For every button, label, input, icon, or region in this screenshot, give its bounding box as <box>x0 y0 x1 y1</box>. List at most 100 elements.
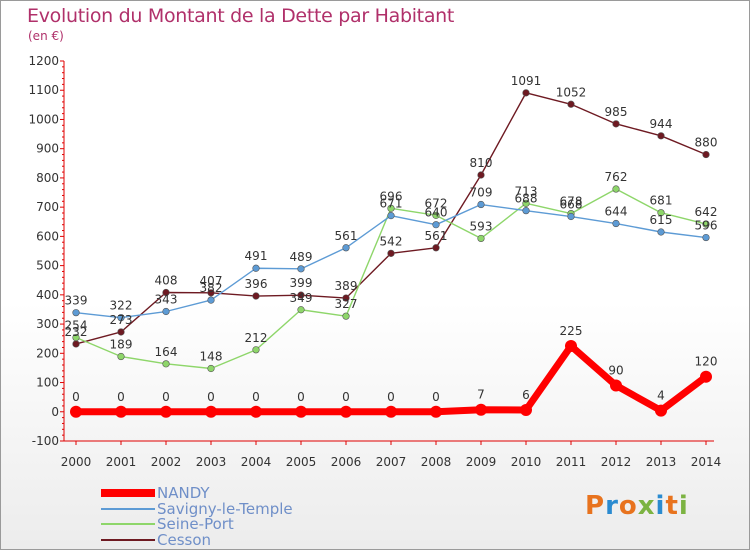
data-label-savigny-le-temple: 339 <box>65 294 88 308</box>
data-point-nandy <box>70 405 82 418</box>
data-label-cesson: 396 <box>245 277 268 291</box>
y-tick-label: 1100 <box>28 83 59 97</box>
data-label-savigny-le-temple: 709 <box>470 186 493 200</box>
data-label-savigny-le-temple: 668 <box>560 198 583 212</box>
data-point-nandy <box>385 405 397 418</box>
legend-label-savigny-le-temple: Savigny-le-Temple <box>157 499 293 518</box>
data-label-seine-port: 164 <box>155 345 178 359</box>
data-point-cesson <box>567 100 575 108</box>
legend-item-seine-port: Seine-Port <box>101 515 234 533</box>
data-label-seine-port: 696 <box>380 189 403 203</box>
data-point-savigny-le-temple <box>162 307 170 316</box>
logo-letter: r <box>605 491 619 521</box>
data-label-seine-port: 672 <box>425 196 448 210</box>
data-point-cesson <box>72 340 80 348</box>
y-tick-label: 900 <box>36 142 59 156</box>
data-point-cesson <box>612 120 620 128</box>
x-tick-label: 2002 <box>151 455 182 469</box>
logo-letter: i <box>655 491 666 521</box>
x-tick-label: 2007 <box>376 455 407 469</box>
data-label-savigny-le-temple: 671 <box>380 197 403 211</box>
logo-letter: t <box>665 491 679 521</box>
data-label-savigny-le-temple: 644 <box>605 205 628 219</box>
x-tick-label: 2006 <box>331 455 362 469</box>
data-label-cesson: 944 <box>650 117 673 131</box>
data-point-nandy <box>250 405 262 418</box>
data-point-nandy <box>565 340 577 352</box>
data-point-nandy <box>160 405 172 418</box>
data-point-nandy <box>295 405 307 418</box>
y-tick-label: 100 <box>36 376 59 390</box>
data-point-seine-port <box>657 209 665 217</box>
data-point-seine-port <box>252 346 260 354</box>
data-point-cesson <box>117 328 125 336</box>
data-label-savigny-le-temple: 491 <box>245 249 268 263</box>
data-point-cesson <box>252 292 260 300</box>
legend-label-nandy: NANDY <box>157 484 210 502</box>
data-point-nandy <box>115 405 127 418</box>
data-label-cesson: 407 <box>200 274 223 288</box>
data-label-nandy: 0 <box>162 390 170 404</box>
y-tick-label: 200 <box>36 346 59 360</box>
logo-letter: i <box>678 491 689 521</box>
data-point-savigny-le-temple <box>702 233 710 242</box>
data-point-nandy <box>340 405 352 418</box>
proxiti-logo: Proxiti <box>585 491 689 521</box>
data-label-nandy: 0 <box>297 390 305 404</box>
data-label-nandy: 0 <box>72 390 80 404</box>
legend-item-cesson: Cesson <box>101 531 211 549</box>
x-tick-label: 2009 <box>466 455 497 469</box>
data-label-savigny-le-temple: 561 <box>335 229 358 243</box>
x-tick-label: 2012 <box>601 455 632 469</box>
data-label-seine-port: 681 <box>650 194 673 208</box>
data-label-cesson: 880 <box>695 136 718 150</box>
data-point-seine-port <box>342 312 350 320</box>
data-label-cesson: 542 <box>380 234 403 248</box>
data-point-nandy <box>475 403 487 416</box>
x-tick-label: 2004 <box>241 455 272 469</box>
data-label-nandy: 7 <box>477 388 485 402</box>
data-label-seine-port: 713 <box>515 184 538 198</box>
data-label-savigny-le-temple: 688 <box>515 192 538 206</box>
y-tick-label: 400 <box>36 288 59 302</box>
legend-item-nandy: NANDY <box>101 484 210 502</box>
x-tick-label: 2005 <box>286 455 317 469</box>
data-point-savigny-le-temple <box>297 265 305 273</box>
data-point-seine-port <box>522 199 530 207</box>
data-point-savigny-le-temple <box>657 228 665 236</box>
data-point-savigny-le-temple <box>477 200 485 209</box>
data-point-seine-port <box>432 211 440 219</box>
data-point-seine-port <box>117 352 125 361</box>
y-tick-label: 800 <box>36 171 59 185</box>
x-tick-label: 2003 <box>196 455 227 469</box>
data-point-seine-port <box>477 234 485 243</box>
data-point-savigny-le-temple <box>522 207 530 215</box>
data-label-cesson: 1091 <box>511 74 542 88</box>
data-point-nandy <box>655 404 667 417</box>
y-tick-label: -100 <box>32 434 59 448</box>
data-point-savigny-le-temple <box>117 314 125 322</box>
data-label-nandy: 6 <box>522 388 530 402</box>
data-label-nandy: 0 <box>117 390 125 404</box>
axes: -100010020030040050060070080090010001100… <box>28 54 721 469</box>
data-label-cesson: 985 <box>605 105 628 119</box>
data-point-nandy <box>700 370 712 383</box>
data-label-nandy: 120 <box>695 355 718 369</box>
legend-swatch-cesson <box>101 538 155 541</box>
data-label-seine-port: 148 <box>200 350 223 364</box>
data-point-nandy <box>205 405 217 418</box>
data-label-savigny-le-temple: 489 <box>290 250 313 264</box>
data-point-savigny-le-temple <box>342 244 350 252</box>
y-tick-label: 0 <box>51 405 59 419</box>
data-point-cesson <box>432 244 440 252</box>
y-tick-label: 600 <box>36 229 59 243</box>
data-point-nandy <box>430 405 442 418</box>
data-label-nandy: 225 <box>560 324 583 338</box>
data-label-cesson: 389 <box>335 279 358 293</box>
data-point-savigny-le-temple <box>612 219 620 228</box>
data-label-cesson: 408 <box>155 274 178 288</box>
data-label-seine-port: 593 <box>470 219 493 233</box>
data-point-savigny-le-temple <box>252 264 260 272</box>
legend-swatch-nandy <box>101 489 155 497</box>
